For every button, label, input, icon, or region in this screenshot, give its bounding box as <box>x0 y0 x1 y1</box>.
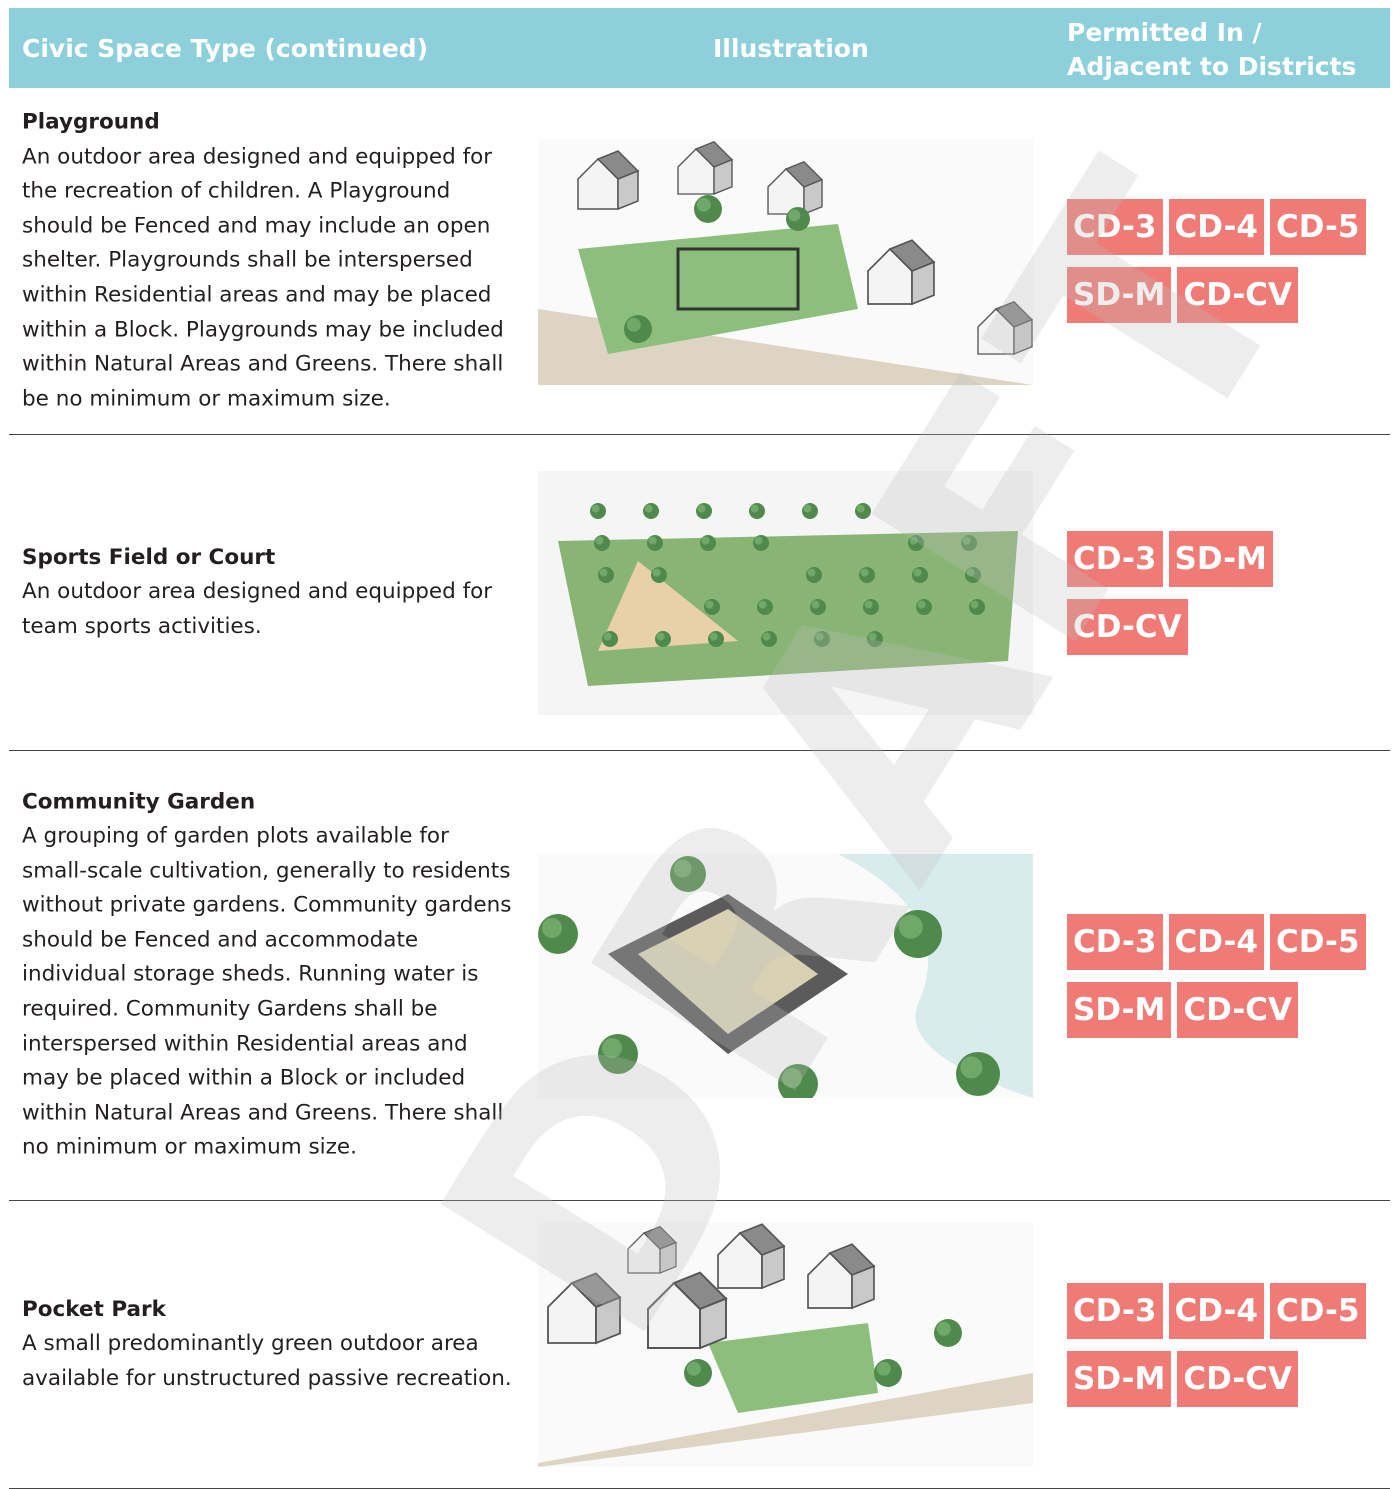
description-cell: Pocket Park A small predominantly green o… <box>22 1293 517 1397</box>
table-row: Community Garden A grouping of garden plo… <box>9 751 1390 1201</box>
district-list: CD-3 CD-4 CD-5 SD-M CD-CV <box>1067 199 1367 323</box>
row-description: An outdoor area designed and equipped fo… <box>22 143 504 412</box>
header-cell: Permitted In / Adjacent to Districts <box>1067 18 1357 81</box>
district-badge: SD-M <box>1067 1350 1172 1407</box>
district-badge: CD-CV <box>1177 267 1299 323</box>
illustration-image <box>538 471 1033 715</box>
illustration <box>538 1223 1033 1471</box>
row-description: A small predominantly green outdoor area… <box>22 1331 512 1391</box>
table-row: Playground An outdoor area designed and e… <box>9 88 1390 435</box>
header-cell: Civic Space Type (continued) <box>22 34 429 63</box>
illustration-image <box>538 854 1033 1104</box>
description-cell: Sports Field or Court An outdoor area des… <box>22 541 517 645</box>
row-description: A grouping of garden plots available for… <box>22 823 512 1161</box>
row-title: Playground <box>22 109 160 135</box>
row-title: Community Garden <box>22 789 256 815</box>
district-badge: CD-5 <box>1270 1282 1366 1339</box>
district-list: CD-3 SD-M CD-CV <box>1067 530 1367 655</box>
district-badge: CD-3 <box>1067 1282 1163 1339</box>
district-list: CD-3 CD-4 CD-5 SD-M CD-CV <box>1067 913 1367 1038</box>
table-row: Pocket Park A small predominantly green o… <box>9 1201 1390 1489</box>
description-cell: Community Garden A grouping of garden plo… <box>22 785 517 1166</box>
district-badge: CD-4 <box>1168 913 1264 970</box>
illustration-image <box>538 1223 1033 1467</box>
description-cell: Playground An outdoor area designed and e… <box>22 105 517 416</box>
table-header: Civic Space Type (continued) Illustratio… <box>9 8 1390 88</box>
district-badge: CD-CV <box>1177 1350 1299 1407</box>
district-badge: CD-3 <box>1067 199 1163 255</box>
illustration <box>538 854 1033 1104</box>
district-badge: CD-4 <box>1168 1282 1264 1339</box>
district-badge: SD-M <box>1067 267 1172 323</box>
district-badge: CD-3 <box>1067 913 1163 970</box>
illustration <box>538 138 1034 389</box>
district-list: CD-3 CD-4 CD-5 SD-M CD-CV <box>1067 1282 1367 1407</box>
row-title: Pocket Park <box>22 1296 166 1322</box>
district-badge: CD-5 <box>1270 199 1366 255</box>
district-badge: SD-M <box>1168 530 1273 587</box>
district-badge: CD-CV <box>1067 598 1188 655</box>
district-badge: CD-CV <box>1177 981 1299 1038</box>
header-cell: Illustration <box>713 34 869 63</box>
district-badge: CD-3 <box>1067 530 1163 587</box>
illustration-image <box>538 138 1034 385</box>
row-title: Sports Field or Court <box>22 544 276 570</box>
row-description: An outdoor area designed and equipped fo… <box>22 579 493 639</box>
illustration <box>538 471 1033 719</box>
district-badge: CD-5 <box>1270 913 1366 970</box>
district-badge: CD-4 <box>1168 199 1264 255</box>
table-row: Sports Field or Court An outdoor area des… <box>9 435 1390 751</box>
district-badge: SD-M <box>1067 981 1172 1038</box>
